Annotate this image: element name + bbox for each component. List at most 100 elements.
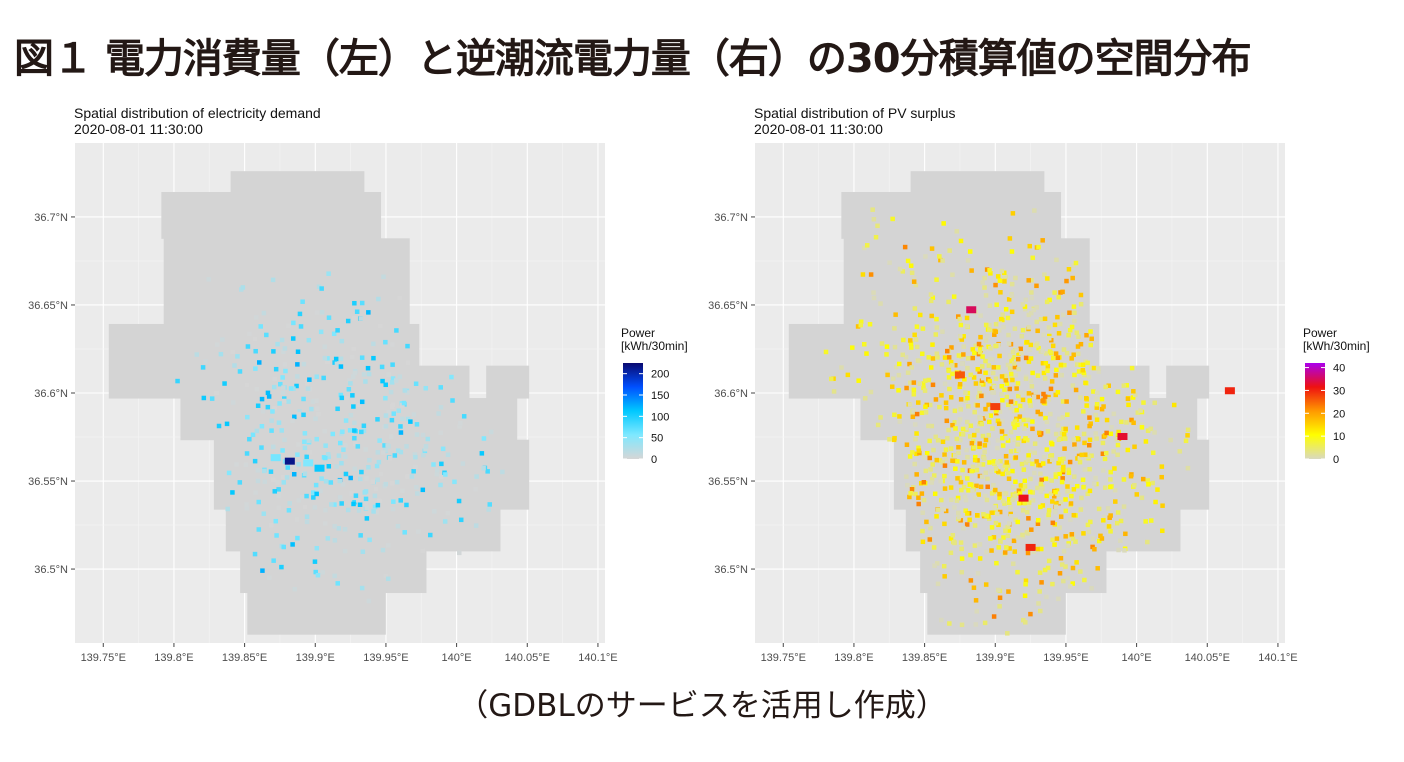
map-cell: [983, 437, 989, 443]
map-cell: [264, 332, 269, 338]
x-tick-label: 139.8°E: [834, 652, 873, 664]
map-cell: [1141, 400, 1146, 405]
legend-tick-label: 20: [1333, 408, 1345, 420]
map-cell: [1071, 487, 1077, 492]
map-cell: [1067, 327, 1073, 333]
map-cell: [1030, 255, 1036, 261]
map-cell: [245, 344, 251, 349]
map-cell: [322, 355, 328, 361]
map-cell: [1159, 474, 1164, 480]
map-cell: [1047, 349, 1053, 354]
map-cell: [919, 410, 925, 416]
map-region-cell: [230, 171, 365, 193]
y-tick-label: 36.7°N: [714, 212, 748, 224]
map-cell: [913, 491, 918, 497]
map-cell: [1080, 362, 1086, 367]
map-cell: [1023, 355, 1029, 361]
map-cell: [986, 440, 991, 446]
map-cell: [958, 333, 963, 339]
map-cell: [875, 422, 881, 428]
map-cell: [438, 385, 443, 390]
map-cell: [216, 423, 222, 429]
map-cell: [315, 406, 320, 411]
map-cell: [887, 437, 892, 442]
map-cell: [943, 508, 949, 514]
map-cell: [1004, 381, 1010, 386]
map-cell: [1058, 514, 1064, 519]
map-cell: [1029, 527, 1034, 532]
hotspot-cell: [1224, 387, 1235, 395]
map-cell: [980, 280, 985, 285]
map-cell: [271, 477, 276, 483]
map-cell: [1007, 236, 1013, 241]
map-cell: [1104, 417, 1110, 423]
map-cell: [862, 245, 867, 251]
map-cell: [979, 421, 984, 427]
map-cell: [1065, 543, 1071, 549]
map-cell: [1071, 263, 1076, 268]
map-cell: [1014, 407, 1019, 413]
map-cell: [1065, 484, 1070, 489]
map-cell: [1153, 499, 1158, 505]
map-cell: [901, 337, 906, 343]
map-cell: [930, 382, 936, 388]
pv-map-timestamp: 2020-08-01 11:30:00: [754, 121, 883, 137]
map-cell: [987, 303, 993, 308]
x-tick-label: 139.75°E: [81, 652, 126, 664]
map-cell: [995, 274, 1001, 279]
map-cell: [986, 432, 991, 438]
map-cell: [1093, 431, 1098, 436]
map-cell: [975, 571, 981, 576]
map-cell: [1020, 327, 1026, 333]
map-cell: [359, 300, 365, 306]
map-cell: [984, 414, 990, 419]
map-cell: [828, 376, 834, 382]
map-cell: [1006, 332, 1011, 338]
map-cell: [921, 497, 927, 503]
map-cell: [363, 379, 368, 384]
map-cell: [1026, 391, 1032, 396]
map-cell: [386, 543, 391, 548]
map-cell: [1068, 480, 1074, 486]
map-cell: [966, 404, 971, 409]
map-cell: [253, 366, 258, 371]
map-cell: [1054, 536, 1060, 541]
map-cell: [1000, 435, 1005, 441]
map-cell: [300, 299, 305, 304]
map-cell: [927, 537, 933, 542]
map-cell: [845, 372, 851, 378]
map-cell: [1008, 405, 1014, 411]
map-cell: [1013, 372, 1019, 378]
map-cell: [255, 468, 261, 473]
map-cell: [349, 354, 355, 360]
map-cell: [1057, 321, 1063, 327]
map-cell: [1080, 367, 1086, 373]
map-region-cell: [108, 323, 420, 367]
map-cell: [996, 328, 1002, 333]
map-cell: [286, 323, 291, 328]
map-cell: [250, 432, 256, 438]
map-cell: [1005, 438, 1011, 443]
map-cell: [1014, 448, 1019, 453]
map-cell: [1034, 343, 1039, 348]
map-cell: [1008, 449, 1014, 454]
map-cell: [1131, 389, 1136, 394]
map-cell: [934, 514, 939, 519]
map-cell: [1054, 501, 1059, 506]
map-cell: [296, 442, 301, 447]
map-cell: [904, 442, 910, 447]
map-cell: [305, 381, 310, 386]
map-cell: [1012, 549, 1017, 554]
demand-legend-title-1: Power: [621, 326, 656, 340]
map-cell: [1043, 476, 1048, 482]
map-cell: [1076, 369, 1082, 374]
map-cell: [977, 462, 982, 467]
map-cell: [1009, 374, 1014, 380]
map-cell: [996, 421, 1002, 427]
map-cell: [978, 381, 984, 386]
map-cell: [260, 568, 265, 573]
map-cell: [398, 424, 403, 429]
map-cell: [1145, 478, 1151, 483]
map-cell: [335, 581, 340, 586]
map-cell: [1006, 341, 1012, 346]
